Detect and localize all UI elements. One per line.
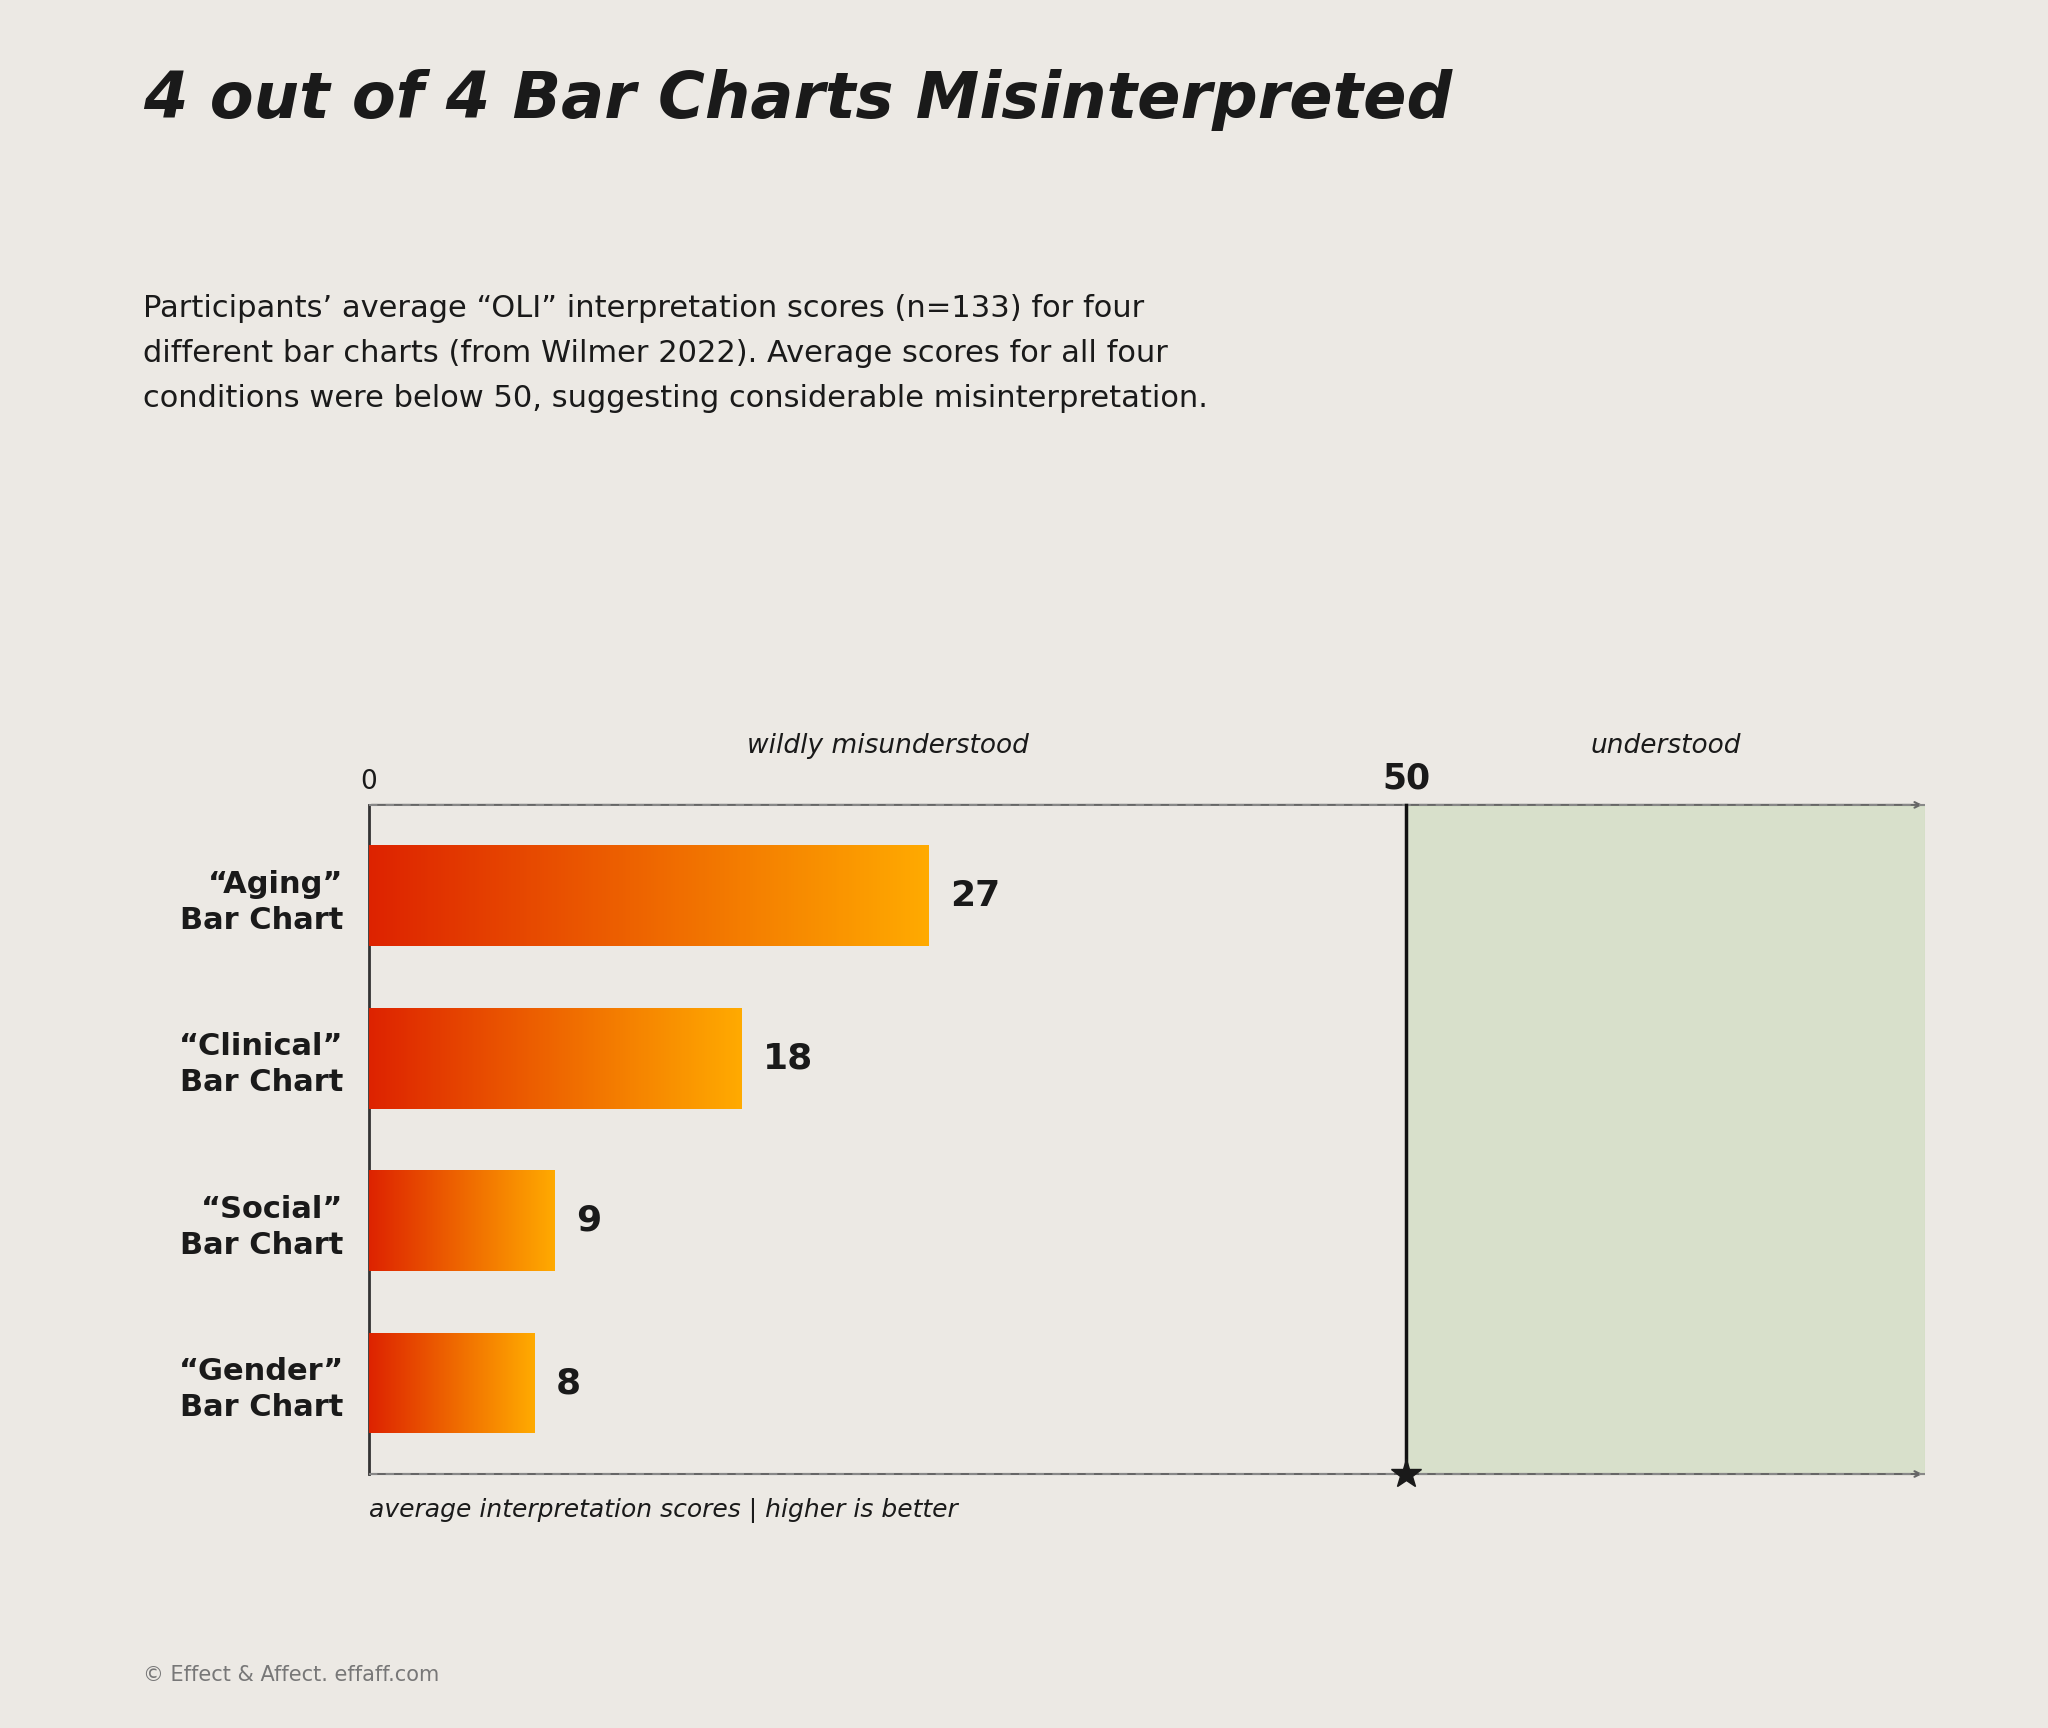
Text: 27: 27 — [950, 880, 999, 912]
Text: 0: 0 — [360, 769, 377, 795]
Text: 4 out of 4 Bar Charts Misinterpreted: 4 out of 4 Bar Charts Misinterpreted — [143, 69, 1452, 131]
Text: 9: 9 — [575, 1204, 602, 1237]
Text: 50: 50 — [1382, 760, 1430, 795]
Text: 8: 8 — [555, 1367, 580, 1400]
Text: understood: understood — [1591, 733, 1741, 759]
Text: Participants’ average “OLI” interpretation scores (n=133) for four
different bar: Participants’ average “OLI” interpretati… — [143, 294, 1208, 413]
Bar — [1407, 805, 1925, 1474]
Text: average interpretation scores | higher is better: average interpretation scores | higher i… — [369, 1498, 956, 1524]
Text: © Effect & Affect. effaff.com: © Effect & Affect. effaff.com — [143, 1664, 440, 1685]
Text: 18: 18 — [764, 1042, 813, 1075]
Text: wildly misunderstood: wildly misunderstood — [748, 733, 1028, 759]
